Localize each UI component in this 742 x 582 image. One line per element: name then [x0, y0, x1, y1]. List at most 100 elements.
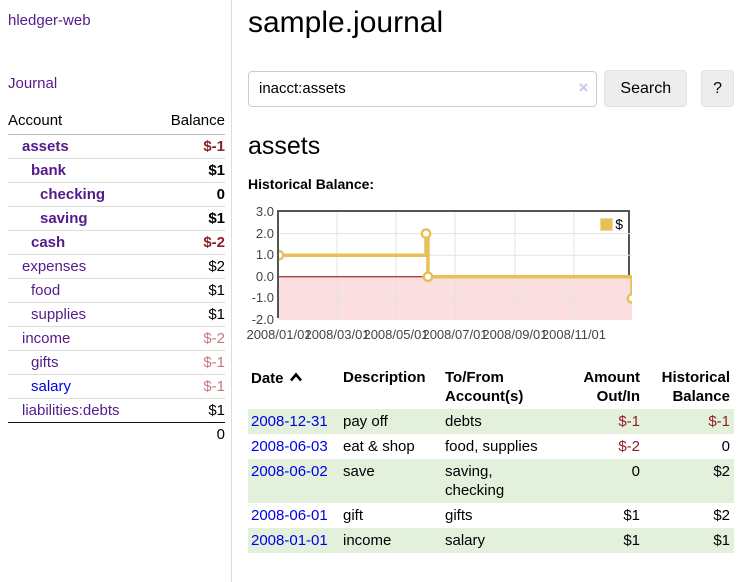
y-tick-label: 2.0 [255, 225, 274, 241]
account-row: salary $-1 [8, 374, 225, 399]
main-content: sample.journal × Search ? assets Histori… [246, 0, 742, 582]
transaction-date-link[interactable]: 2008-12-31 [251, 413, 328, 430]
search-box: × [248, 70, 598, 107]
account-balance: $-1 [154, 374, 225, 399]
transaction-balance: $2 [713, 507, 730, 524]
historical-balance-chart: 3.0 2.0 1.0 0.0 -1.0 -2.0 $ 2008/01/01 2008/03… [246, 204, 734, 342]
account-balance: $-2 [154, 326, 225, 351]
register-header-accounts: To/From Account(s) [445, 369, 524, 405]
account-row: liabilities:debts $1 [8, 398, 225, 423]
accounts-table-header: Account Balance [8, 109, 225, 135]
x-tick-label: 2008/01/01 [246, 327, 312, 342]
account-balance: $1 [154, 206, 225, 231]
transaction-amount: $-1 [618, 413, 640, 430]
register-header-row: Date Description To/From Account(s) Amou… [248, 365, 734, 409]
search-button[interactable]: Search [604, 70, 688, 107]
register-row: 2008-06-03 eat & shop food, supplies $-2… [248, 434, 734, 459]
transaction-balance: $2 [713, 463, 730, 480]
legend-swatch-icon [600, 217, 614, 231]
account-balance: $-1 [154, 134, 225, 159]
account-row: food $1 [8, 278, 225, 303]
account-link-assets[interactable]: assets [22, 138, 69, 155]
transaction-date-link[interactable]: 2008-06-02 [251, 463, 328, 480]
register-header-amount: Amount Out/In [583, 369, 640, 405]
transaction-description: pay off [343, 413, 388, 430]
account-row: assets $-1 [8, 134, 225, 159]
account-link-gifts[interactable]: gifts [31, 354, 59, 371]
register-row: 2008-06-01 gift gifts $1 $2 [248, 503, 734, 528]
clear-search-icon[interactable]: × [578, 77, 589, 97]
transaction-date-link[interactable]: 2008-06-01 [251, 507, 328, 524]
account-link-bank[interactable]: bank [31, 162, 67, 179]
register-header-description: Description [343, 369, 426, 386]
register-header-balance: Historical Balance [661, 369, 730, 405]
y-tick-label: 1.0 [255, 247, 274, 263]
register-header-date[interactable]: Date [248, 365, 343, 409]
register-row: 2008-06-02 save saving, checking 0 $2 [248, 459, 734, 503]
transaction-description: save [343, 463, 375, 480]
accounts-total-row: 0 [8, 422, 225, 446]
accounts-header-balance: Balance [154, 109, 225, 135]
transaction-description: income [343, 532, 392, 549]
sidebar-item-journal[interactable]: Journal [8, 75, 58, 92]
app-brand-link[interactable]: hledger-web [8, 12, 91, 29]
account-link-checking[interactable]: checking [40, 186, 106, 203]
transaction-accounts: gifts [445, 507, 473, 524]
transaction-date-link[interactable]: 2008-01-01 [251, 532, 328, 549]
account-link-income[interactable]: income [22, 330, 71, 347]
accounts-total-balance: 0 [154, 422, 225, 446]
account-row: saving $1 [8, 206, 225, 231]
transaction-accounts: debts [445, 413, 482, 430]
transaction-accounts: saving, checking [445, 463, 505, 499]
sort-ascending-icon [289, 368, 303, 387]
account-link-saving[interactable]: saving [40, 210, 88, 227]
register-table: Date Description To/From Account(s) Amou… [248, 365, 734, 553]
account-link-expenses[interactable]: expenses [22, 258, 87, 275]
account-row: expenses $2 [8, 254, 225, 279]
y-tick-label: -1.0 [251, 290, 274, 306]
transaction-accounts: salary [445, 532, 486, 549]
account-link-food[interactable]: food [31, 282, 61, 299]
register-row: 2008-01-01 income salary $1 $1 [248, 528, 734, 553]
help-button[interactable]: ? [701, 70, 734, 107]
search-input[interactable] [248, 70, 598, 107]
x-tick-label: 2008/09/01 [482, 327, 548, 342]
transaction-amount: $1 [623, 532, 640, 549]
account-row: supplies $1 [8, 302, 225, 327]
legend-label: $ [615, 216, 623, 232]
account-balance: $1 [154, 158, 225, 183]
search-form: × Search ? [248, 70, 734, 107]
account-row: cash $-2 [8, 230, 225, 255]
account-balance: 0 [154, 182, 225, 207]
account-balance: $1 [154, 398, 225, 423]
chart-plot: $ [277, 210, 632, 320]
transaction-amount: $-2 [618, 438, 640, 455]
x-tick-label: 2008/05/01 [363, 327, 429, 342]
y-tick-label: -2.0 [251, 312, 274, 327]
transaction-date-link[interactable]: 2008-06-03 [251, 438, 328, 455]
account-balance: $1 [154, 302, 225, 327]
chart-section-label: Historical Balance: [248, 176, 375, 192]
transaction-balance: $-1 [708, 413, 730, 430]
account-heading: assets [248, 132, 321, 160]
account-link-supplies[interactable]: supplies [31, 306, 87, 323]
transaction-balance: $1 [713, 532, 730, 549]
transaction-balance: 0 [721, 438, 730, 455]
y-tick-label: 3.0 [255, 204, 274, 219]
x-tick-label: 2008/03/01 [304, 327, 370, 342]
account-link-cash[interactable]: cash [31, 234, 66, 251]
account-balance: $1 [154, 278, 225, 303]
account-link-salary[interactable]: salary [31, 378, 72, 395]
page-title: sample.journal [248, 6, 444, 39]
register-row: 2008-12-31 pay off debts $-1 $-1 [248, 409, 734, 434]
account-balance: $-2 [154, 230, 225, 255]
x-tick-label: 2008/11/01 [541, 327, 607, 342]
transaction-amount: $1 [623, 507, 640, 524]
y-tick-label: 0.0 [255, 268, 274, 284]
account-row: bank $1 [8, 158, 225, 183]
account-balance: $-1 [154, 350, 225, 375]
account-link-liabilities-debts[interactable]: liabilities:debts [22, 402, 120, 419]
accounts-header-account: Account [8, 109, 155, 135]
sidebar: hledger-web Journal Account Balance asse… [0, 0, 232, 582]
chart-canvas [279, 212, 632, 320]
